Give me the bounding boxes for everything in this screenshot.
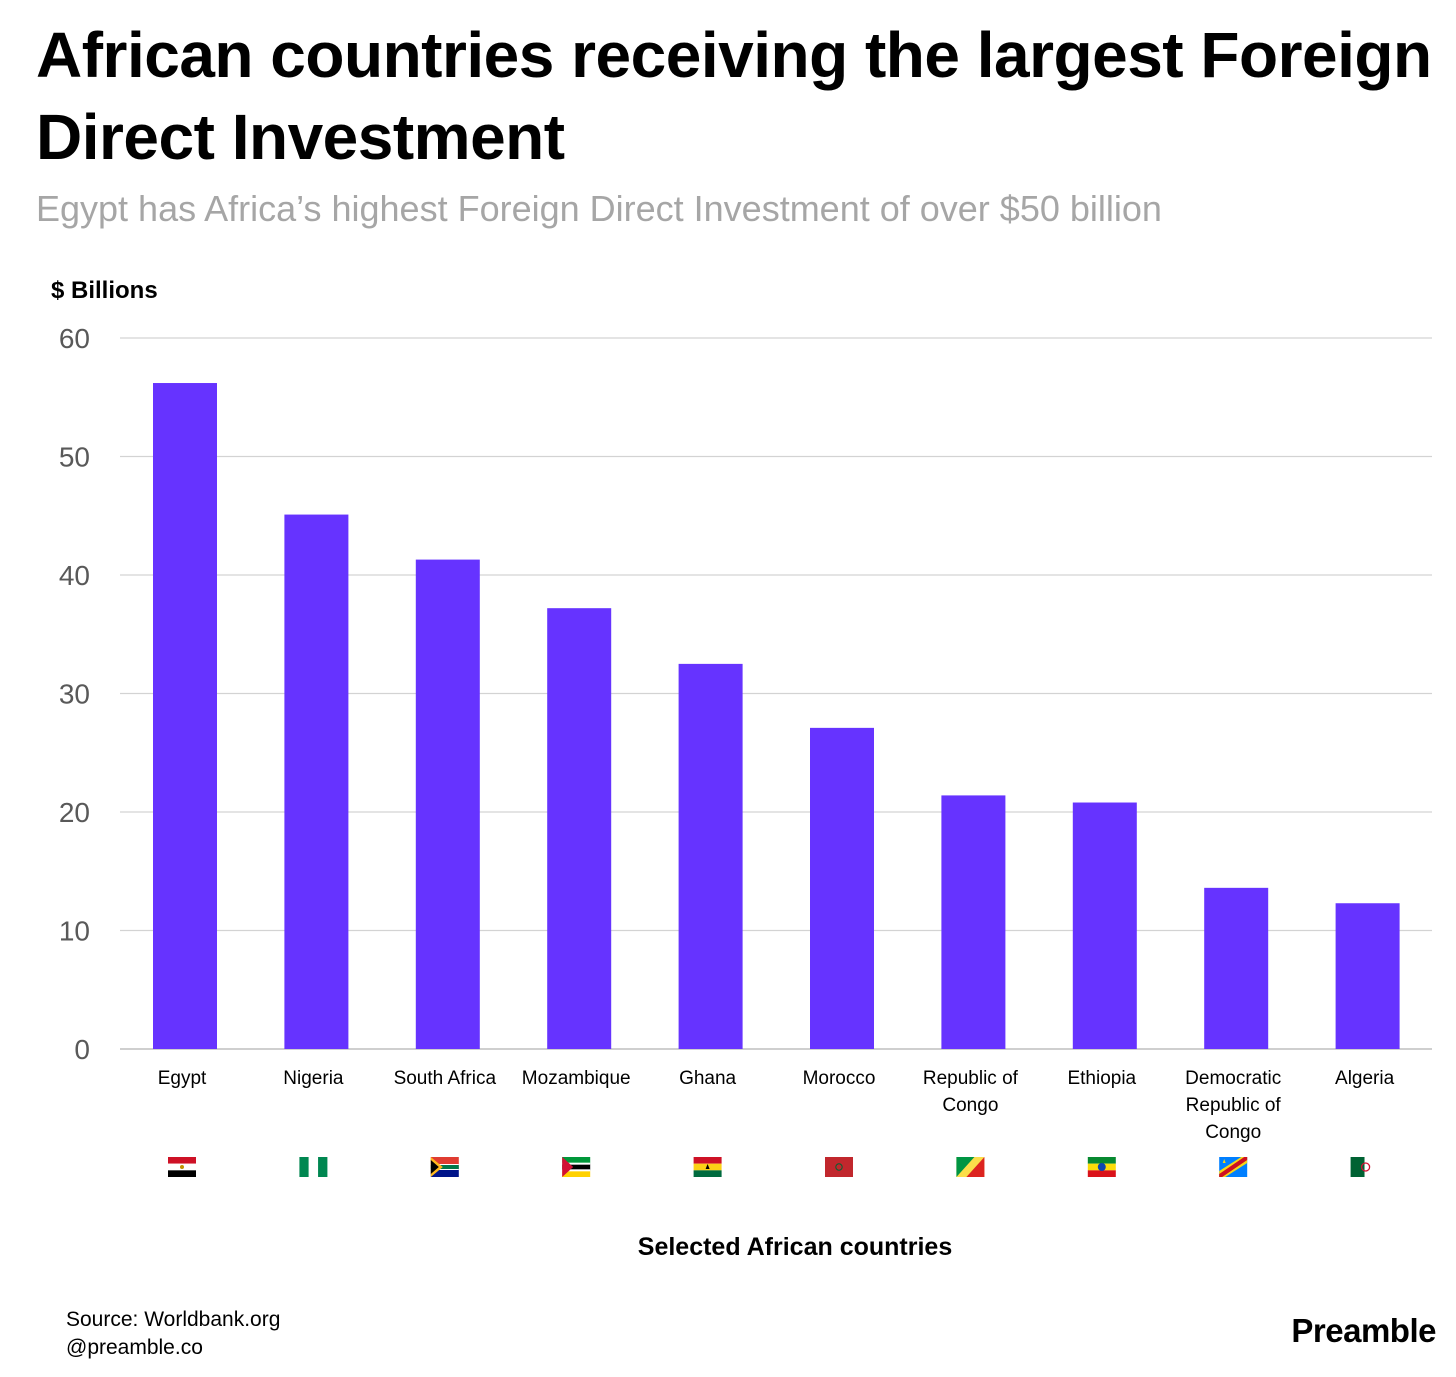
republic-of-congo-flag-icon: [956, 1157, 985, 1177]
footer-credits: Source: Worldbank.org @preamble.co: [66, 1306, 280, 1362]
brand-logo: Preamble: [1291, 1312, 1436, 1349]
bars: [153, 383, 1400, 1049]
x-tick-label: Egypt: [158, 1068, 207, 1089]
x-tick-label: Nigeria: [283, 1068, 344, 1089]
x-tick-label: Mozambique: [522, 1068, 631, 1089]
x-tick-label: Ghana: [679, 1068, 736, 1089]
morocco-flag-icon: [825, 1157, 853, 1177]
flags: [168, 1157, 1379, 1177]
y-tick-label: 0: [74, 1034, 90, 1065]
ghana-flag-icon: [693, 1157, 722, 1177]
x-tick-label: Morocco: [803, 1068, 876, 1089]
nigeria-flag-icon: [299, 1157, 328, 1177]
dr-congo-flag-icon: [1219, 1157, 1248, 1177]
y-tick-label: 40: [59, 560, 90, 591]
y-axis-label: $ Billions: [51, 277, 158, 304]
x-tick-label: South Africa: [394, 1068, 497, 1089]
bar-south-africa: [415, 559, 480, 1049]
x-tick-label: Algeria: [1335, 1068, 1395, 1089]
y-tick-label: 20: [59, 797, 90, 828]
x-tick-label: Ethiopia: [1067, 1068, 1136, 1089]
x-axis-ticks: Egypt Nigeria South Africa Mozambique Ghana M…: [158, 1068, 1395, 1143]
algeria-flag-icon: [1350, 1157, 1379, 1177]
mozambique-flag-icon: [562, 1157, 591, 1177]
y-tick-label: 60: [59, 323, 90, 354]
bar-nigeria: [284, 514, 349, 1049]
handle-link[interactable]: @preamble.co: [66, 1336, 203, 1359]
y-axis-ticks: 0 10 20 30 40 50 60: [59, 323, 90, 1065]
bar-morocco: [810, 727, 874, 1049]
y-tick-label: 50: [59, 442, 90, 473]
x-tick-label: Democratic Republic of Congo: [1185, 1068, 1281, 1143]
bar-egypt: [153, 383, 217, 1049]
bar-algeria: [1335, 903, 1400, 1049]
y-tick-label: 30: [59, 679, 90, 710]
chart-subtitle: Egypt has Africa’s highest Foreign Direc…: [36, 188, 1162, 229]
chart-title: African countries receiving the largest …: [36, 19, 1432, 173]
y-tick-label: 10: [59, 916, 90, 947]
south-africa-flag-icon: [430, 1157, 459, 1177]
x-axis-label: Selected African countries: [638, 1233, 952, 1261]
source-text: Source: Worldbank.org: [66, 1308, 281, 1331]
egypt-flag-icon: [168, 1157, 196, 1177]
bar-republic-of-congo: [941, 795, 1006, 1049]
x-tick-label: Republic of Congo: [923, 1068, 1019, 1116]
bar-mozambique: [547, 608, 612, 1049]
bar-ethiopia: [1072, 802, 1137, 1049]
bar-ghana: [678, 663, 743, 1049]
ethiopia-flag-icon: [1087, 1157, 1116, 1177]
bar-dr-congo: [1204, 887, 1269, 1049]
